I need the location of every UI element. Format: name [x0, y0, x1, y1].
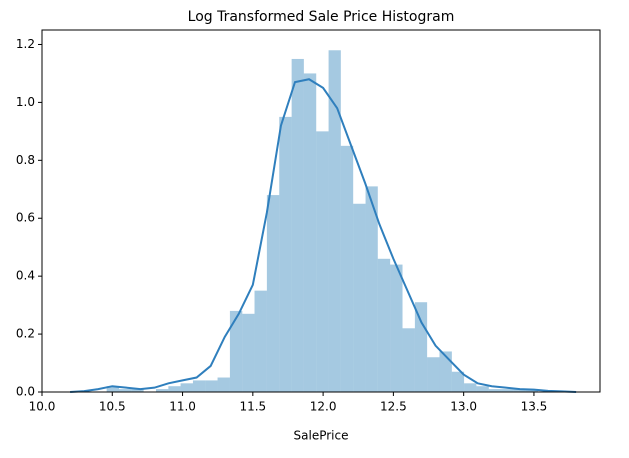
y-tick-label: 1.2 — [16, 37, 35, 51]
histogram-bar — [476, 386, 489, 392]
histogram-bar — [106, 386, 120, 392]
histogram-bar — [266, 195, 280, 392]
histogram-bar — [365, 186, 378, 392]
histogram-bar — [513, 389, 526, 392]
histogram-bar — [464, 383, 477, 392]
x-tick-label: 12.0 — [310, 400, 337, 414]
x-tick-label: 10.5 — [99, 400, 126, 414]
histogram-bar — [291, 58, 304, 393]
histogram-bar — [303, 73, 317, 392]
x-tick-label: 11.5 — [239, 400, 266, 414]
histogram-bar — [316, 131, 329, 393]
histogram-bar — [414, 302, 428, 392]
y-tick-label: 0.4 — [16, 269, 35, 283]
x-tick-label: 10.0 — [29, 400, 56, 414]
histogram-bar — [488, 389, 502, 392]
histogram-bar — [192, 380, 206, 392]
histogram-bar — [402, 328, 415, 392]
histogram-bar — [205, 380, 218, 392]
histogram-bar — [427, 357, 440, 392]
histogram-bar — [131, 389, 144, 392]
chart-title: Log Transformed Sale Price Histogram — [188, 9, 455, 25]
histogram-bar — [439, 351, 452, 392]
histogram-bar — [242, 313, 255, 392]
x-tick-label: 13.0 — [450, 400, 477, 414]
histogram-bar — [279, 116, 292, 392]
histogram-bar — [451, 371, 465, 392]
histogram-bar — [168, 386, 181, 392]
y-tick-label: 0.8 — [16, 153, 35, 167]
histogram-bar — [155, 389, 169, 392]
histogram-bar — [217, 377, 230, 392]
histogram-bar — [119, 389, 132, 392]
histogram-bar — [180, 383, 193, 392]
x-tick-label: 11.0 — [169, 400, 196, 414]
x-tick-label: 12.5 — [380, 400, 407, 414]
histogram-bar — [254, 290, 267, 392]
histogram-bar — [353, 203, 366, 392]
x-tick-label: 13.5 — [521, 400, 548, 414]
histogram-bar — [340, 145, 354, 392]
histogram-bar — [390, 264, 403, 392]
histogram-bar — [328, 50, 341, 392]
plot-frame — [41, 29, 601, 393]
y-tick-label: 0.0 — [16, 385, 35, 399]
y-tick-label: 1.0 — [16, 95, 35, 109]
histogram-bar — [229, 310, 243, 392]
y-tick-label: 0.2 — [16, 327, 35, 341]
y-tick-label: 0.6 — [16, 211, 35, 225]
histogram-bar — [501, 389, 514, 392]
kde-line — [70, 78, 577, 393]
histogram-bar — [377, 258, 391, 392]
x-axis-label: SalePrice — [294, 429, 349, 443]
